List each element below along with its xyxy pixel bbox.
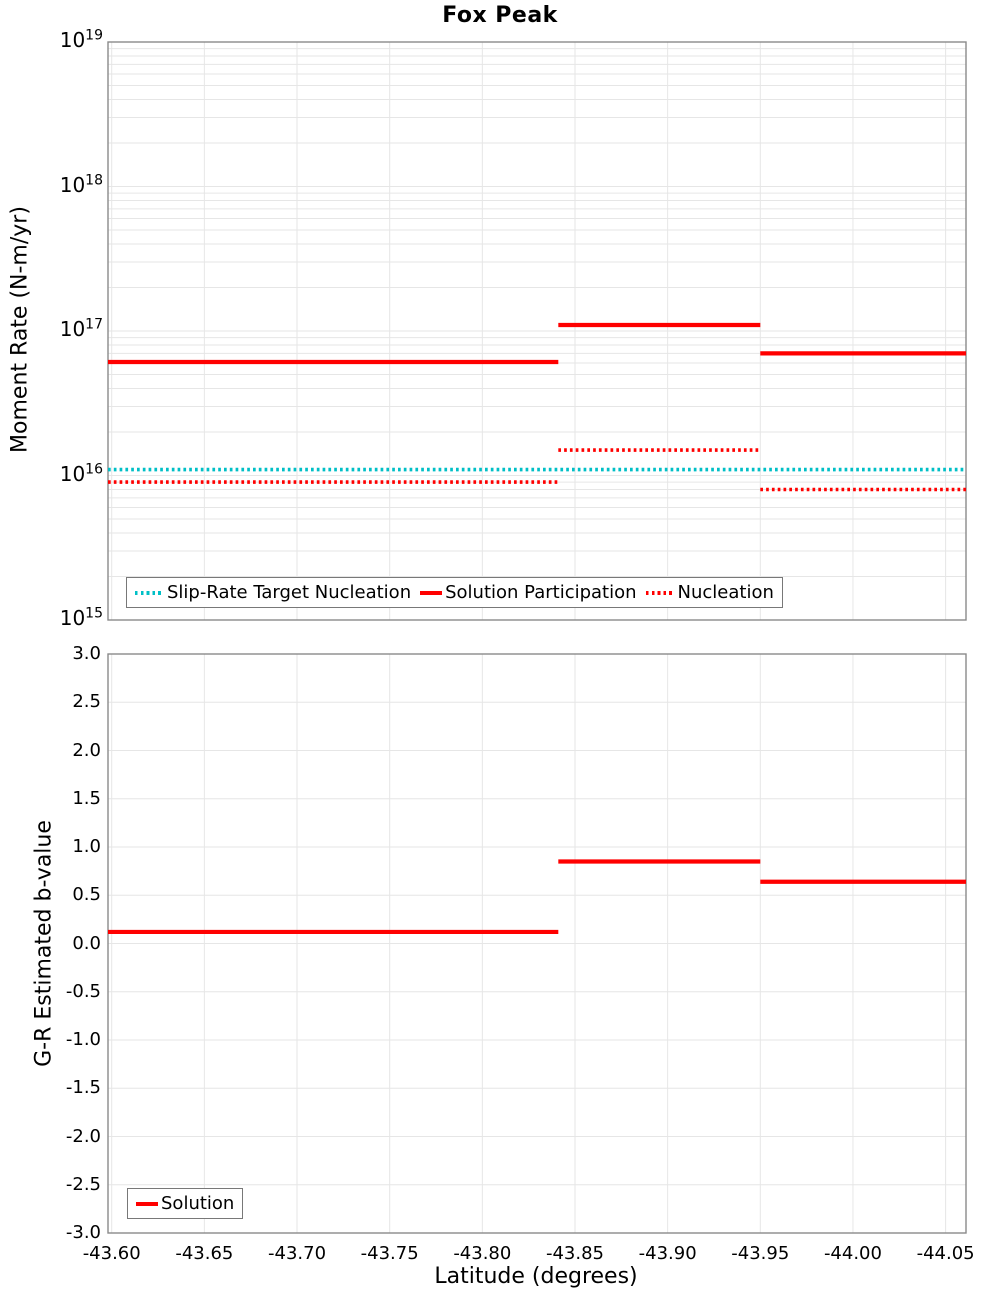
- legend-label-solution-participation: Solution Participation: [445, 582, 637, 603]
- y-tick-label: 1018: [59, 171, 103, 197]
- x-tick-label: -43.95: [731, 1243, 790, 1264]
- x-tick-label: -44.00: [823, 1243, 882, 1264]
- x-tick-label: -43.85: [545, 1243, 604, 1264]
- legend-label-slip-rate-target-nucleation: Slip-Rate Target Nucleation: [167, 582, 412, 603]
- x-tick-label: -43.60: [82, 1243, 141, 1264]
- y-tick-label: 0.0: [72, 932, 101, 954]
- y-tick-label: -1.5: [65, 1077, 101, 1099]
- legend-swatch-solution-participation: [420, 590, 443, 595]
- y-tick-label: -2.5: [65, 1173, 101, 1195]
- y-tick-label: -3.0: [65, 1222, 101, 1243]
- y-tick-label: 2.5: [72, 691, 101, 713]
- legend-swatch-nucleation: [645, 590, 675, 595]
- moment-rate-y-axis-label: Moment Rate (N-m/yr): [7, 206, 33, 453]
- x-tick-label: -43.65: [175, 1243, 234, 1264]
- y-tick-label: 1019: [59, 27, 103, 52]
- y-tick-label: 1016: [59, 460, 103, 486]
- y-tick-label: -2.0: [65, 1125, 101, 1147]
- x-tick-label: -43.80: [453, 1243, 512, 1264]
- y-tick-label: -0.5: [65, 980, 101, 1002]
- legend-label-nucleation: Nucleation: [677, 582, 774, 603]
- y-tick-label: 3.0: [72, 643, 101, 664]
- bottom-legend: Solution: [127, 1188, 244, 1219]
- legend-label-solution: Solution: [161, 1193, 235, 1214]
- y-tick-label: -1.0: [65, 1029, 101, 1050]
- legend-swatch-slip-rate-target-nucleation: [135, 590, 164, 595]
- top-legend: Slip-Rate Target Nucleation Solution Par…: [126, 577, 783, 608]
- axes-spine: [107, 41, 967, 621]
- x-tick-label: -43.70: [268, 1243, 327, 1264]
- legend-swatch-solution: [136, 1201, 158, 1206]
- chart-title: Fox Peak: [442, 3, 558, 28]
- axes-spine: [107, 653, 967, 1234]
- y-tick-label: 1.5: [72, 787, 101, 809]
- y-tick-label: 2.0: [72, 739, 101, 761]
- x-tick-label: -44.05: [916, 1243, 975, 1264]
- x-tick-label: -43.75: [360, 1243, 419, 1264]
- x-tick-label: -43.90: [638, 1243, 697, 1264]
- y-tick-label: 1.0: [72, 836, 101, 857]
- y-tick-label: 1017: [59, 316, 103, 341]
- x-axis-label: Latitude (degrees): [434, 1264, 638, 1289]
- y-tick-label: 1015: [59, 605, 103, 630]
- y-tick-label: 0.5: [72, 884, 101, 906]
